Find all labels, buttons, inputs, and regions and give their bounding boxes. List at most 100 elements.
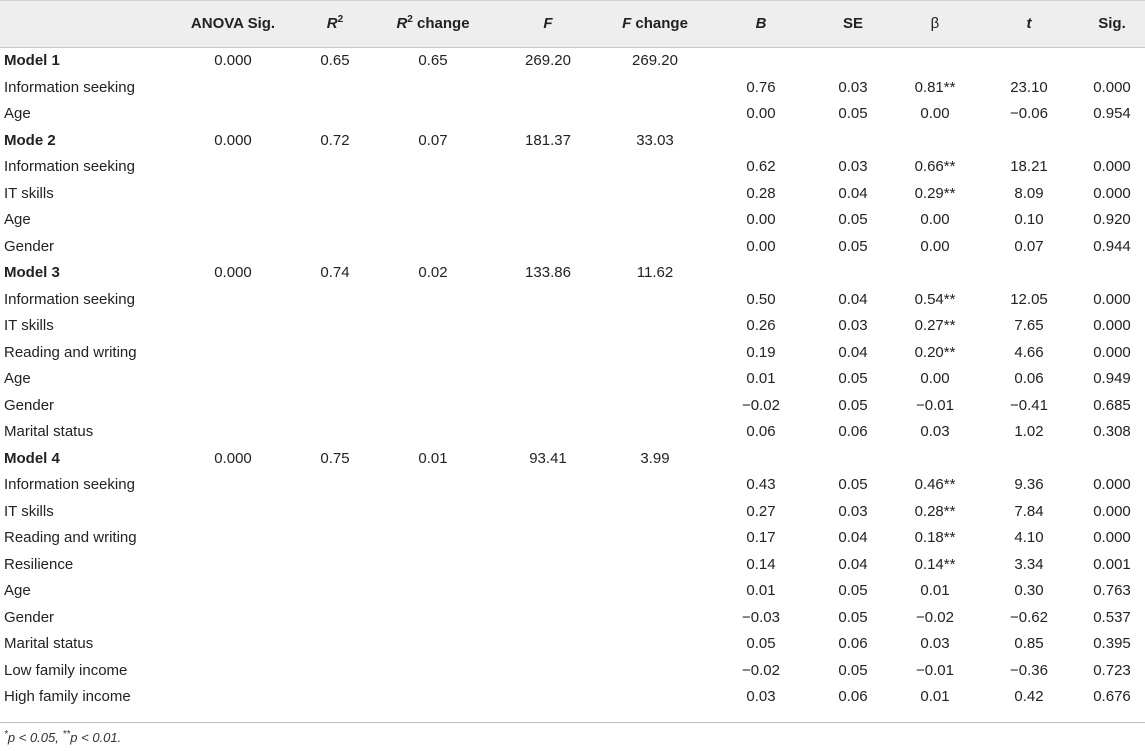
- cell-t: −0.36: [1010, 661, 1048, 679]
- cell-sig: 0.000: [1093, 317, 1131, 334]
- row-label: Information seeking: [4, 158, 135, 175]
- row-label: Age: [4, 211, 31, 228]
- cell-sig: 0.000: [1093, 290, 1131, 308]
- row-label: Low family income: [4, 661, 128, 679]
- header-r2change-text: R: [396, 15, 408, 32]
- row-label: IT skills: [4, 317, 54, 334]
- cell-sig: 0.001: [1093, 555, 1131, 573]
- row-label: Age: [4, 370, 31, 387]
- cell-se: 0.05: [838, 661, 868, 679]
- cell-sig: 0.949: [1093, 370, 1131, 387]
- cell-t: 0.42: [1014, 688, 1044, 705]
- row-label: Reading and writing: [4, 343, 137, 361]
- cell-beta: 0.27**: [914, 317, 956, 334]
- cell-r2c: 0.07: [418, 131, 448, 149]
- table-row: Information seeking 0.62 0.03 0.66** 18.21 0.…: [0, 154, 1145, 181]
- table-row: Marital status 0.06 0.06 0.03 1.02 0.308: [0, 419, 1145, 446]
- row-label: Information seeking: [4, 78, 135, 96]
- cell-anova: 0.000: [214, 449, 252, 467]
- cell-t: −0.06: [1010, 105, 1048, 122]
- header-f-text: F: [543, 15, 553, 32]
- cell-b: 0.00: [746, 237, 776, 255]
- cell-t: 4.66: [1014, 343, 1044, 361]
- row-label: IT skills: [4, 502, 54, 520]
- footnote-star-2: **: [62, 729, 71, 740]
- cell-t: 9.36: [1014, 476, 1044, 493]
- table-row: Gender −0.02 0.05 −0.01 −0.41 0.685: [0, 393, 1145, 420]
- table-row: Marital status 0.05 0.06 0.03 0.85 0.395: [0, 631, 1145, 658]
- header-fchange-suffix: change: [631, 15, 688, 32]
- table-header: ANOVA Sig. R2 R2 change F F change B SE …: [0, 0, 1145, 48]
- table-row: Information seeking 0.50 0.04 0.54** 12.05 0.…: [0, 287, 1145, 314]
- cell-se: 0.04: [838, 343, 868, 361]
- table-row: Reading and writing 0.17 0.04 0.18** 4.10 0.0…: [0, 525, 1145, 552]
- row-label: Marital status: [4, 423, 94, 440]
- footnote-divider: [0, 722, 1145, 723]
- header-r2: R2: [300, 1, 370, 47]
- cell-b: 0.19: [746, 343, 776, 361]
- cell-b: 0.76: [746, 78, 776, 96]
- table-row: Age 0.00 0.05 0.00 −0.06 0.954: [0, 101, 1145, 128]
- cell-beta: 0.14**: [914, 555, 956, 573]
- header-f: F: [508, 1, 588, 47]
- cell-fc: 269.20: [632, 52, 678, 69]
- cell-beta: −0.01: [916, 661, 954, 679]
- cell-beta: 0.01: [920, 688, 950, 705]
- row-label: Gender: [4, 237, 55, 255]
- cell-b: 0.00: [746, 211, 776, 228]
- cell-beta: 0.54**: [914, 290, 956, 308]
- cell-t: 1.02: [1014, 423, 1044, 440]
- cell-sig: 0.395: [1093, 635, 1131, 652]
- header-r2change-sup: 2: [407, 14, 413, 25]
- table-row-model-header: Model 3 0.000 0.74 0.02 133.86 11.62: [0, 260, 1145, 287]
- cell-beta: 0.46**: [914, 476, 956, 493]
- cell-beta: 0.00: [920, 237, 950, 255]
- cell-se: 0.05: [838, 237, 868, 255]
- cell-beta: −0.01: [916, 396, 954, 414]
- row-label: Resilience: [4, 555, 74, 573]
- table-row: High family income 0.03 0.06 0.01 0.42 0.676: [0, 684, 1145, 711]
- cell-f: 133.86: [525, 264, 571, 281]
- table-row: Age 0.01 0.05 0.00 0.06 0.949: [0, 366, 1145, 393]
- cell-t: 0.10: [1014, 211, 1044, 228]
- header-t-text: t: [1026, 15, 1032, 32]
- cell-t: 0.30: [1014, 582, 1044, 599]
- cell-b: 0.50: [746, 290, 776, 308]
- table-row: IT skills 0.27 0.03 0.28** 7.84 0.000: [0, 499, 1145, 526]
- row-label: Gender: [4, 608, 55, 626]
- header-b-text: B: [755, 15, 767, 32]
- cell-sig: 0.000: [1093, 476, 1131, 493]
- cell-sig: 0.676: [1093, 688, 1131, 705]
- cell-sig: 0.000: [1093, 529, 1131, 546]
- table-row: Age 0.00 0.05 0.00 0.10 0.920: [0, 207, 1145, 234]
- header-beta-text: β: [930, 15, 940, 32]
- cell-t: 0.06: [1014, 370, 1044, 387]
- cell-b: 0.01: [746, 582, 776, 599]
- cell-b: 0.03: [746, 688, 776, 705]
- table-row: Age 0.01 0.05 0.01 0.30 0.763: [0, 578, 1145, 605]
- cell-sig: 0.685: [1093, 396, 1131, 414]
- cell-sig: 0.000: [1093, 78, 1131, 96]
- cell-sig: 0.954: [1093, 105, 1131, 122]
- cell-t: 0.07: [1014, 237, 1044, 255]
- header-anova-sig: ANOVA Sig.: [178, 1, 288, 47]
- row-label: Age: [4, 105, 31, 122]
- cell-t: 4.10: [1014, 529, 1044, 546]
- row-label: Reading and writing: [4, 529, 137, 546]
- cell-se: 0.03: [838, 502, 868, 520]
- cell-sig: 0.000: [1093, 158, 1131, 175]
- row-label: Model 1: [4, 52, 60, 69]
- cell-beta: 0.81**: [914, 78, 956, 96]
- cell-sig: 0.723: [1093, 661, 1131, 679]
- header-anova-sig-text: ANOVA Sig.: [190, 15, 276, 32]
- cell-b: −0.02: [742, 396, 780, 414]
- cell-sig: 0.944: [1093, 237, 1131, 255]
- row-label: Model 3: [4, 264, 60, 281]
- table-row: Information seeking 0.43 0.05 0.46** 9.36 0.0…: [0, 472, 1145, 499]
- cell-b: 0.00: [746, 105, 776, 122]
- cell-b: 0.27: [746, 502, 776, 520]
- cell-b: 0.28: [746, 184, 776, 202]
- header-r2-change: R2 change: [378, 1, 488, 47]
- footnote-star-1: *: [4, 729, 8, 740]
- cell-anova: 0.000: [214, 131, 252, 149]
